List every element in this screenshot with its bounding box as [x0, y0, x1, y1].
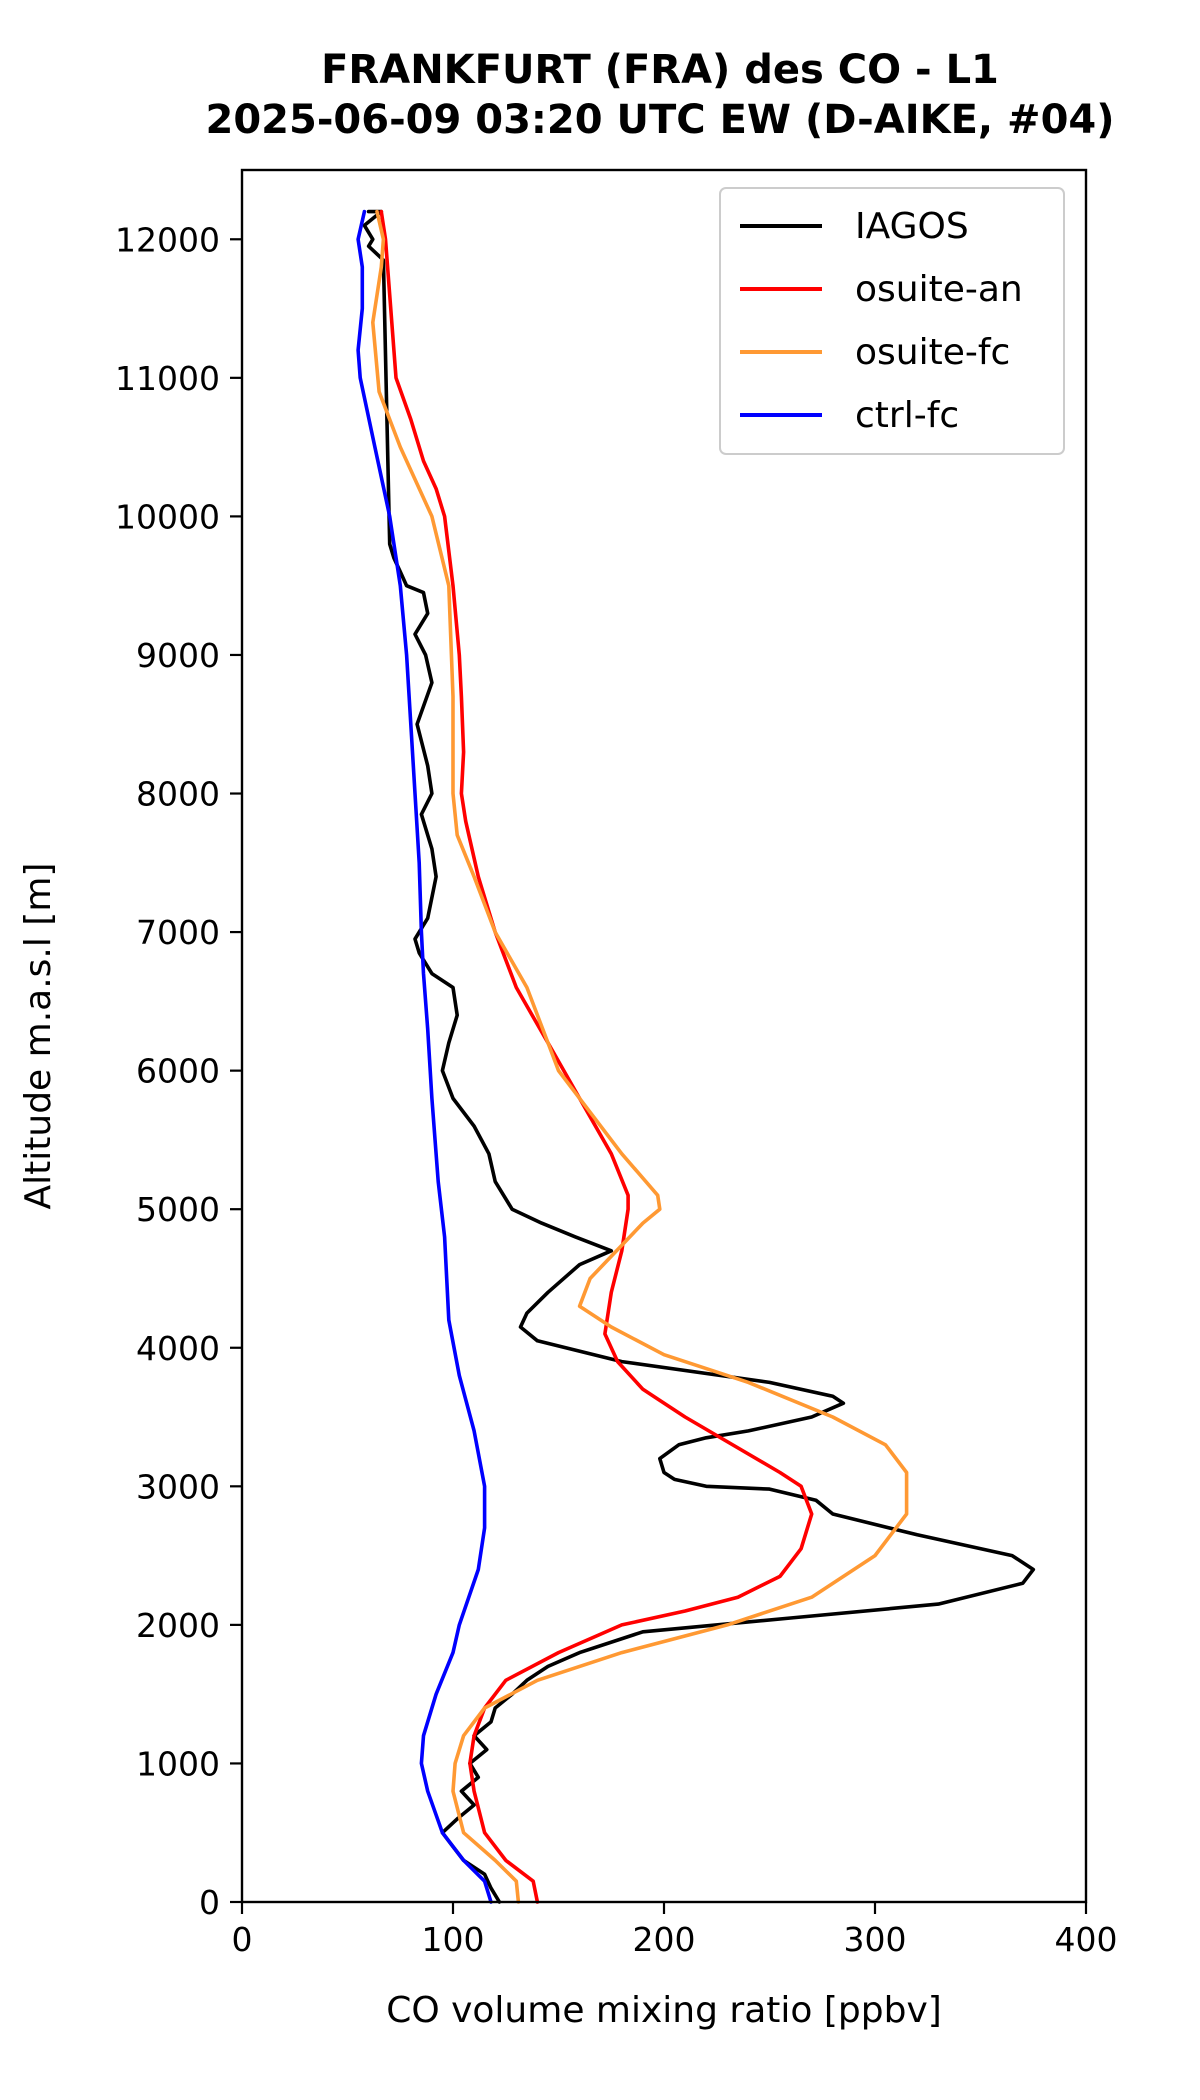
y-tick-label: 2000 — [136, 1606, 220, 1645]
y-tick-label: 0 — [199, 1883, 220, 1922]
legend-label-ctrl-fc: ctrl-fc — [855, 395, 959, 436]
x-tick-label: 0 — [232, 1920, 253, 1959]
series-line-iagos — [362, 209, 1036, 1904]
legend-label-iagos: IAGOS — [855, 206, 969, 247]
series-line-osuite-fc — [370, 209, 909, 1904]
y-tick-label: 5000 — [136, 1190, 220, 1229]
series-line-osuite-an — [379, 209, 814, 1904]
x-axis-ticks: 0 100 200 300 400 — [232, 1902, 1118, 1959]
plot-frame — [240, 168, 1088, 1904]
x-tick-label: 200 — [633, 1920, 696, 1959]
y-tick-label: 12000 — [115, 220, 220, 259]
series-line-ctrl-fc — [356, 209, 493, 1904]
y-tick-label: 4000 — [136, 1329, 220, 1368]
x-tick-label: 300 — [844, 1920, 907, 1959]
y-axis-ticks: 0 1000 2000 3000 4000 5000 6000 7000 8000 9000 100… — [115, 220, 242, 1922]
y-tick-label: 6000 — [136, 1052, 220, 1091]
chart-title-line2: 2025-06-09 03:20 UTC EW (D-AIKE, #04) — [205, 97, 1114, 143]
y-tick-label: 11000 — [115, 359, 220, 398]
legend: IAGOS osuite-an osuite-fc ctrl-fc — [719, 187, 1065, 455]
y-tick-label: 9000 — [136, 636, 220, 675]
legend-label-osuite-an: osuite-an — [855, 269, 1023, 310]
y-tick-label: 8000 — [136, 775, 220, 814]
x-tick-label: 400 — [1055, 1920, 1118, 1959]
x-tick-label: 100 — [422, 1920, 485, 1959]
legend-box — [719, 187, 1065, 455]
y-tick-label: 7000 — [136, 913, 220, 952]
y-axis-label: Altitude m.a.s.l [m] — [18, 863, 59, 1210]
x-axis-label: CO volume mixing ratio [ppbv] — [386, 1990, 942, 2031]
y-tick-label: 10000 — [115, 497, 220, 536]
chart-title-line1: FRANKFURT (FRA) des CO - L1 — [321, 47, 999, 93]
series-lines — [356, 209, 1036, 1904]
y-tick-label: 1000 — [136, 1744, 220, 1783]
legend-entries: IAGOS osuite-an osuite-fc ctrl-fc — [740, 206, 1023, 436]
legend-label-osuite-fc: osuite-fc — [855, 332, 1010, 373]
y-tick-label: 3000 — [136, 1467, 220, 1506]
